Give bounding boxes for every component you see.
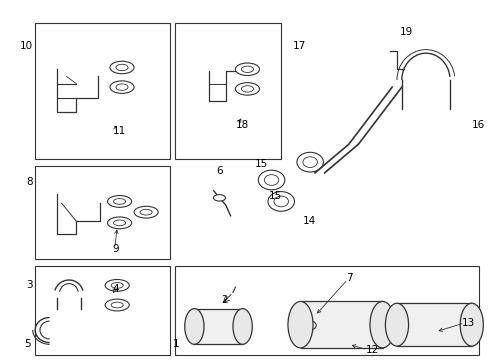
Text: 17: 17 — [293, 41, 306, 51]
Bar — [300, 301, 382, 348]
Bar — [35, 266, 170, 355]
Bar — [35, 166, 170, 258]
Bar — [175, 266, 478, 355]
Text: 1: 1 — [173, 339, 180, 349]
Bar — [35, 23, 170, 158]
Text: 15: 15 — [254, 159, 267, 169]
Ellipse shape — [111, 283, 123, 288]
Ellipse shape — [264, 175, 278, 185]
Text: 2: 2 — [221, 295, 227, 305]
Ellipse shape — [140, 209, 152, 215]
Ellipse shape — [302, 157, 317, 167]
Ellipse shape — [107, 195, 131, 207]
Text: 3: 3 — [26, 280, 33, 291]
Ellipse shape — [267, 192, 294, 211]
Ellipse shape — [385, 303, 408, 346]
Bar — [194, 309, 242, 344]
Text: 7: 7 — [346, 273, 352, 283]
Bar — [396, 303, 471, 346]
Text: 14: 14 — [302, 216, 316, 226]
Ellipse shape — [258, 170, 284, 190]
Ellipse shape — [105, 279, 129, 291]
Text: 10: 10 — [20, 41, 33, 51]
Text: 13: 13 — [461, 318, 474, 328]
Text: 8: 8 — [26, 177, 33, 187]
Ellipse shape — [301, 319, 319, 332]
Ellipse shape — [213, 195, 225, 201]
Ellipse shape — [232, 309, 252, 344]
Ellipse shape — [116, 64, 128, 71]
Ellipse shape — [235, 63, 259, 76]
Text: 9: 9 — [112, 244, 119, 253]
Text: 18: 18 — [235, 120, 248, 130]
Ellipse shape — [273, 196, 288, 207]
Text: 5: 5 — [23, 339, 30, 349]
Ellipse shape — [113, 220, 125, 226]
Ellipse shape — [241, 66, 253, 72]
Ellipse shape — [459, 303, 482, 346]
Ellipse shape — [111, 302, 123, 308]
Text: 19: 19 — [399, 27, 412, 37]
Ellipse shape — [107, 217, 131, 229]
Text: 6: 6 — [216, 166, 222, 176]
Text: 4: 4 — [112, 284, 119, 294]
Ellipse shape — [369, 301, 394, 348]
Ellipse shape — [241, 86, 253, 92]
Ellipse shape — [134, 206, 158, 218]
Ellipse shape — [235, 83, 259, 95]
Text: 12: 12 — [365, 345, 378, 355]
Ellipse shape — [116, 84, 128, 90]
Ellipse shape — [304, 321, 316, 330]
Ellipse shape — [296, 152, 323, 172]
Text: 15: 15 — [268, 191, 282, 201]
Ellipse shape — [110, 61, 134, 74]
Ellipse shape — [184, 309, 203, 344]
Ellipse shape — [110, 81, 134, 93]
Text: 16: 16 — [471, 120, 484, 130]
Ellipse shape — [113, 199, 125, 204]
Ellipse shape — [287, 301, 312, 348]
Text: 11: 11 — [112, 126, 125, 136]
Ellipse shape — [105, 299, 129, 311]
Bar — [175, 23, 281, 158]
